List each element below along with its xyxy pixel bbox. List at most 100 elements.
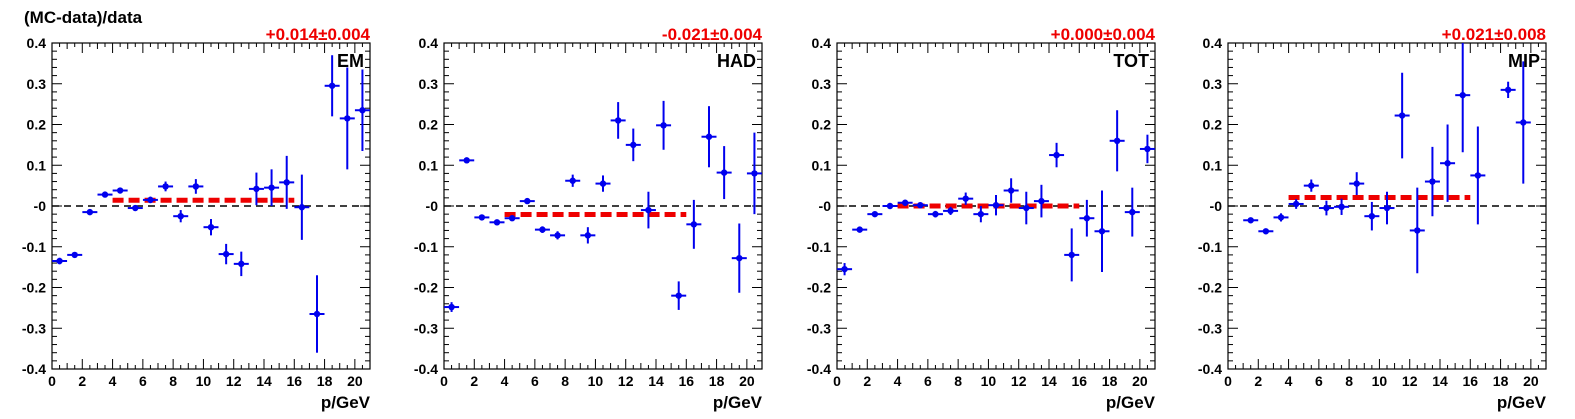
marker (101, 191, 109, 198)
x-tick-label: 4 (501, 373, 509, 389)
x-axis-title: p/GeV (1106, 393, 1156, 412)
data-point (1064, 228, 1080, 282)
data-point (867, 210, 883, 218)
marker (1083, 215, 1091, 222)
marker (932, 210, 939, 218)
marker (1053, 151, 1060, 159)
marker (493, 219, 501, 226)
y-tick-label: 0.4 (27, 35, 47, 51)
y-tick-label: 0.4 (812, 35, 832, 51)
marker (660, 122, 667, 129)
x-tick-label: 2 (78, 373, 86, 389)
y-tick-label: -0 (1210, 198, 1223, 214)
marker (1398, 112, 1406, 119)
y-tick-label: 0.3 (1203, 76, 1223, 92)
x-tick-label: 16 (286, 373, 302, 389)
y-tick-label: -0 (819, 198, 832, 214)
fit-value-label: -0.021±0.004 (662, 25, 763, 44)
x-tick-label: 20 (739, 373, 755, 389)
data-point (1003, 178, 1019, 203)
y-tick-label: -0.2 (1198, 280, 1222, 296)
marker (222, 250, 230, 258)
y-tick-label: 0.1 (1203, 157, 1223, 173)
fit-value-label: +0.014±0.004 (266, 25, 371, 44)
data-point (1515, 61, 1531, 184)
chart-panel-tot: 0.4 0.3 0.2 0.1 -0 -0.1 -0.2 -0.3 -0.40 2 4 6 8 10 12 1… (807, 25, 1156, 412)
panel-label: EM (337, 51, 364, 71)
x-tick-label: 20 (347, 373, 363, 389)
x-axis-title: p/GeV (713, 393, 763, 412)
marker (1368, 212, 1376, 220)
marker (56, 257, 63, 265)
marker (751, 170, 758, 177)
y-tick-label: -0 (34, 198, 47, 214)
data-point (852, 226, 868, 233)
data-point (943, 206, 959, 215)
panel-label: TOT (1113, 51, 1149, 71)
data-point (1424, 146, 1440, 217)
marker (1292, 200, 1300, 208)
marker (886, 202, 894, 210)
data-point (173, 210, 189, 223)
x-tick-label: 20 (1523, 373, 1539, 389)
x-tick-label: 14 (648, 373, 664, 389)
x-tick-label: 10 (588, 373, 604, 389)
x-tick-label: 18 (1102, 373, 1118, 389)
data-point (339, 67, 355, 170)
marker (268, 184, 275, 191)
y-tick-label: -0.2 (414, 280, 438, 296)
marker (1520, 119, 1527, 126)
x-tick-label: 6 (531, 373, 539, 389)
y-tick-label: -0.1 (807, 239, 831, 255)
x-axis-title: p/GeV (1497, 393, 1547, 412)
x-tick-label: 12 (618, 373, 634, 389)
marker (177, 212, 184, 220)
data-point (701, 106, 717, 168)
marker (645, 206, 652, 214)
y-tick-label: 0.2 (812, 117, 832, 133)
marker (554, 232, 561, 239)
data-point (1288, 199, 1304, 209)
x-tick-label: 6 (139, 373, 147, 389)
data-point (958, 192, 974, 205)
marker (1068, 251, 1075, 259)
y-tick-label: 0.1 (812, 157, 832, 173)
marker (71, 251, 78, 259)
x-tick-label: 12 (1011, 373, 1027, 389)
data-point (309, 275, 325, 353)
data-point (640, 191, 656, 229)
data-point (1379, 191, 1395, 225)
marker (238, 260, 245, 268)
data-point (580, 227, 596, 244)
data-point (474, 214, 490, 221)
marker (116, 187, 124, 194)
y-tick-label: -0.3 (1198, 320, 1222, 336)
data-point (1455, 43, 1471, 153)
x-tick-label: 18 (709, 373, 725, 389)
data-point (354, 69, 370, 151)
data-point (1349, 172, 1365, 195)
y-tick-label: 0.3 (812, 76, 832, 92)
y-tick-label: -0.1 (414, 239, 438, 255)
x-tick-label: 2 (863, 373, 871, 389)
marker (917, 201, 924, 209)
marker (1023, 204, 1030, 212)
data-point (1394, 72, 1410, 159)
x-tick-label: 4 (1285, 373, 1293, 389)
marker (463, 157, 470, 164)
data-point (52, 257, 68, 265)
data-point (1334, 198, 1350, 215)
data-point (1409, 187, 1425, 274)
data-point (1109, 110, 1125, 172)
x-tick-label: 12 (1402, 373, 1418, 389)
y-tick-label: -0.3 (414, 320, 438, 336)
panel-label: HAD (717, 51, 756, 71)
chart-panel-mip: 0.4 0.3 0.2 0.1 -0 -0.1 -0.2 -0.3 -0.40 2 4 6 8 10 12 1… (1198, 25, 1547, 412)
marker (448, 303, 455, 311)
marker (147, 196, 154, 204)
x-tick-label: 14 (1432, 373, 1448, 389)
data-point (82, 208, 98, 216)
y-tick-label: -0.4 (22, 361, 46, 377)
marker (977, 210, 985, 218)
